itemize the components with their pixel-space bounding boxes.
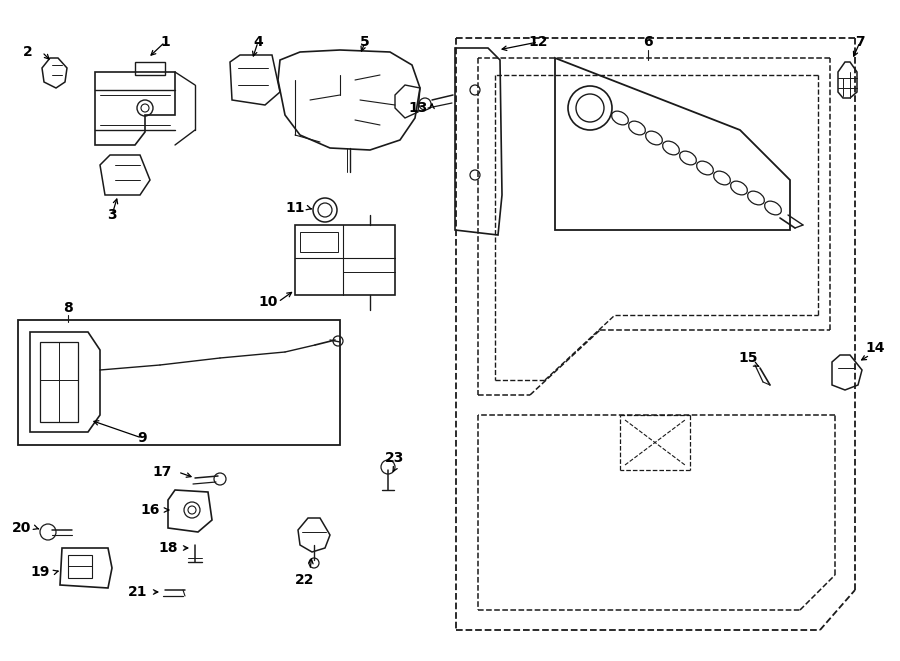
Text: 15: 15: [738, 351, 758, 365]
Text: 19: 19: [31, 565, 50, 579]
Text: 17: 17: [152, 465, 172, 479]
Text: 3: 3: [107, 208, 117, 222]
Text: 20: 20: [13, 521, 32, 535]
Text: 10: 10: [258, 295, 278, 309]
Text: 9: 9: [137, 431, 147, 445]
Text: 16: 16: [140, 503, 159, 517]
Text: 22: 22: [295, 573, 315, 587]
Text: 7: 7: [855, 35, 865, 49]
Text: 14: 14: [865, 341, 885, 355]
Text: 5: 5: [360, 35, 370, 49]
Text: 23: 23: [385, 451, 405, 465]
Text: 13: 13: [409, 101, 428, 115]
Text: 1: 1: [160, 35, 170, 49]
Text: 8: 8: [63, 301, 73, 315]
Text: 11: 11: [285, 201, 305, 215]
Text: 6: 6: [644, 35, 652, 49]
Text: 4: 4: [253, 35, 263, 49]
Text: 21: 21: [128, 585, 148, 599]
Text: 18: 18: [158, 541, 178, 555]
Text: 12: 12: [528, 35, 548, 49]
Text: 2: 2: [23, 45, 33, 59]
